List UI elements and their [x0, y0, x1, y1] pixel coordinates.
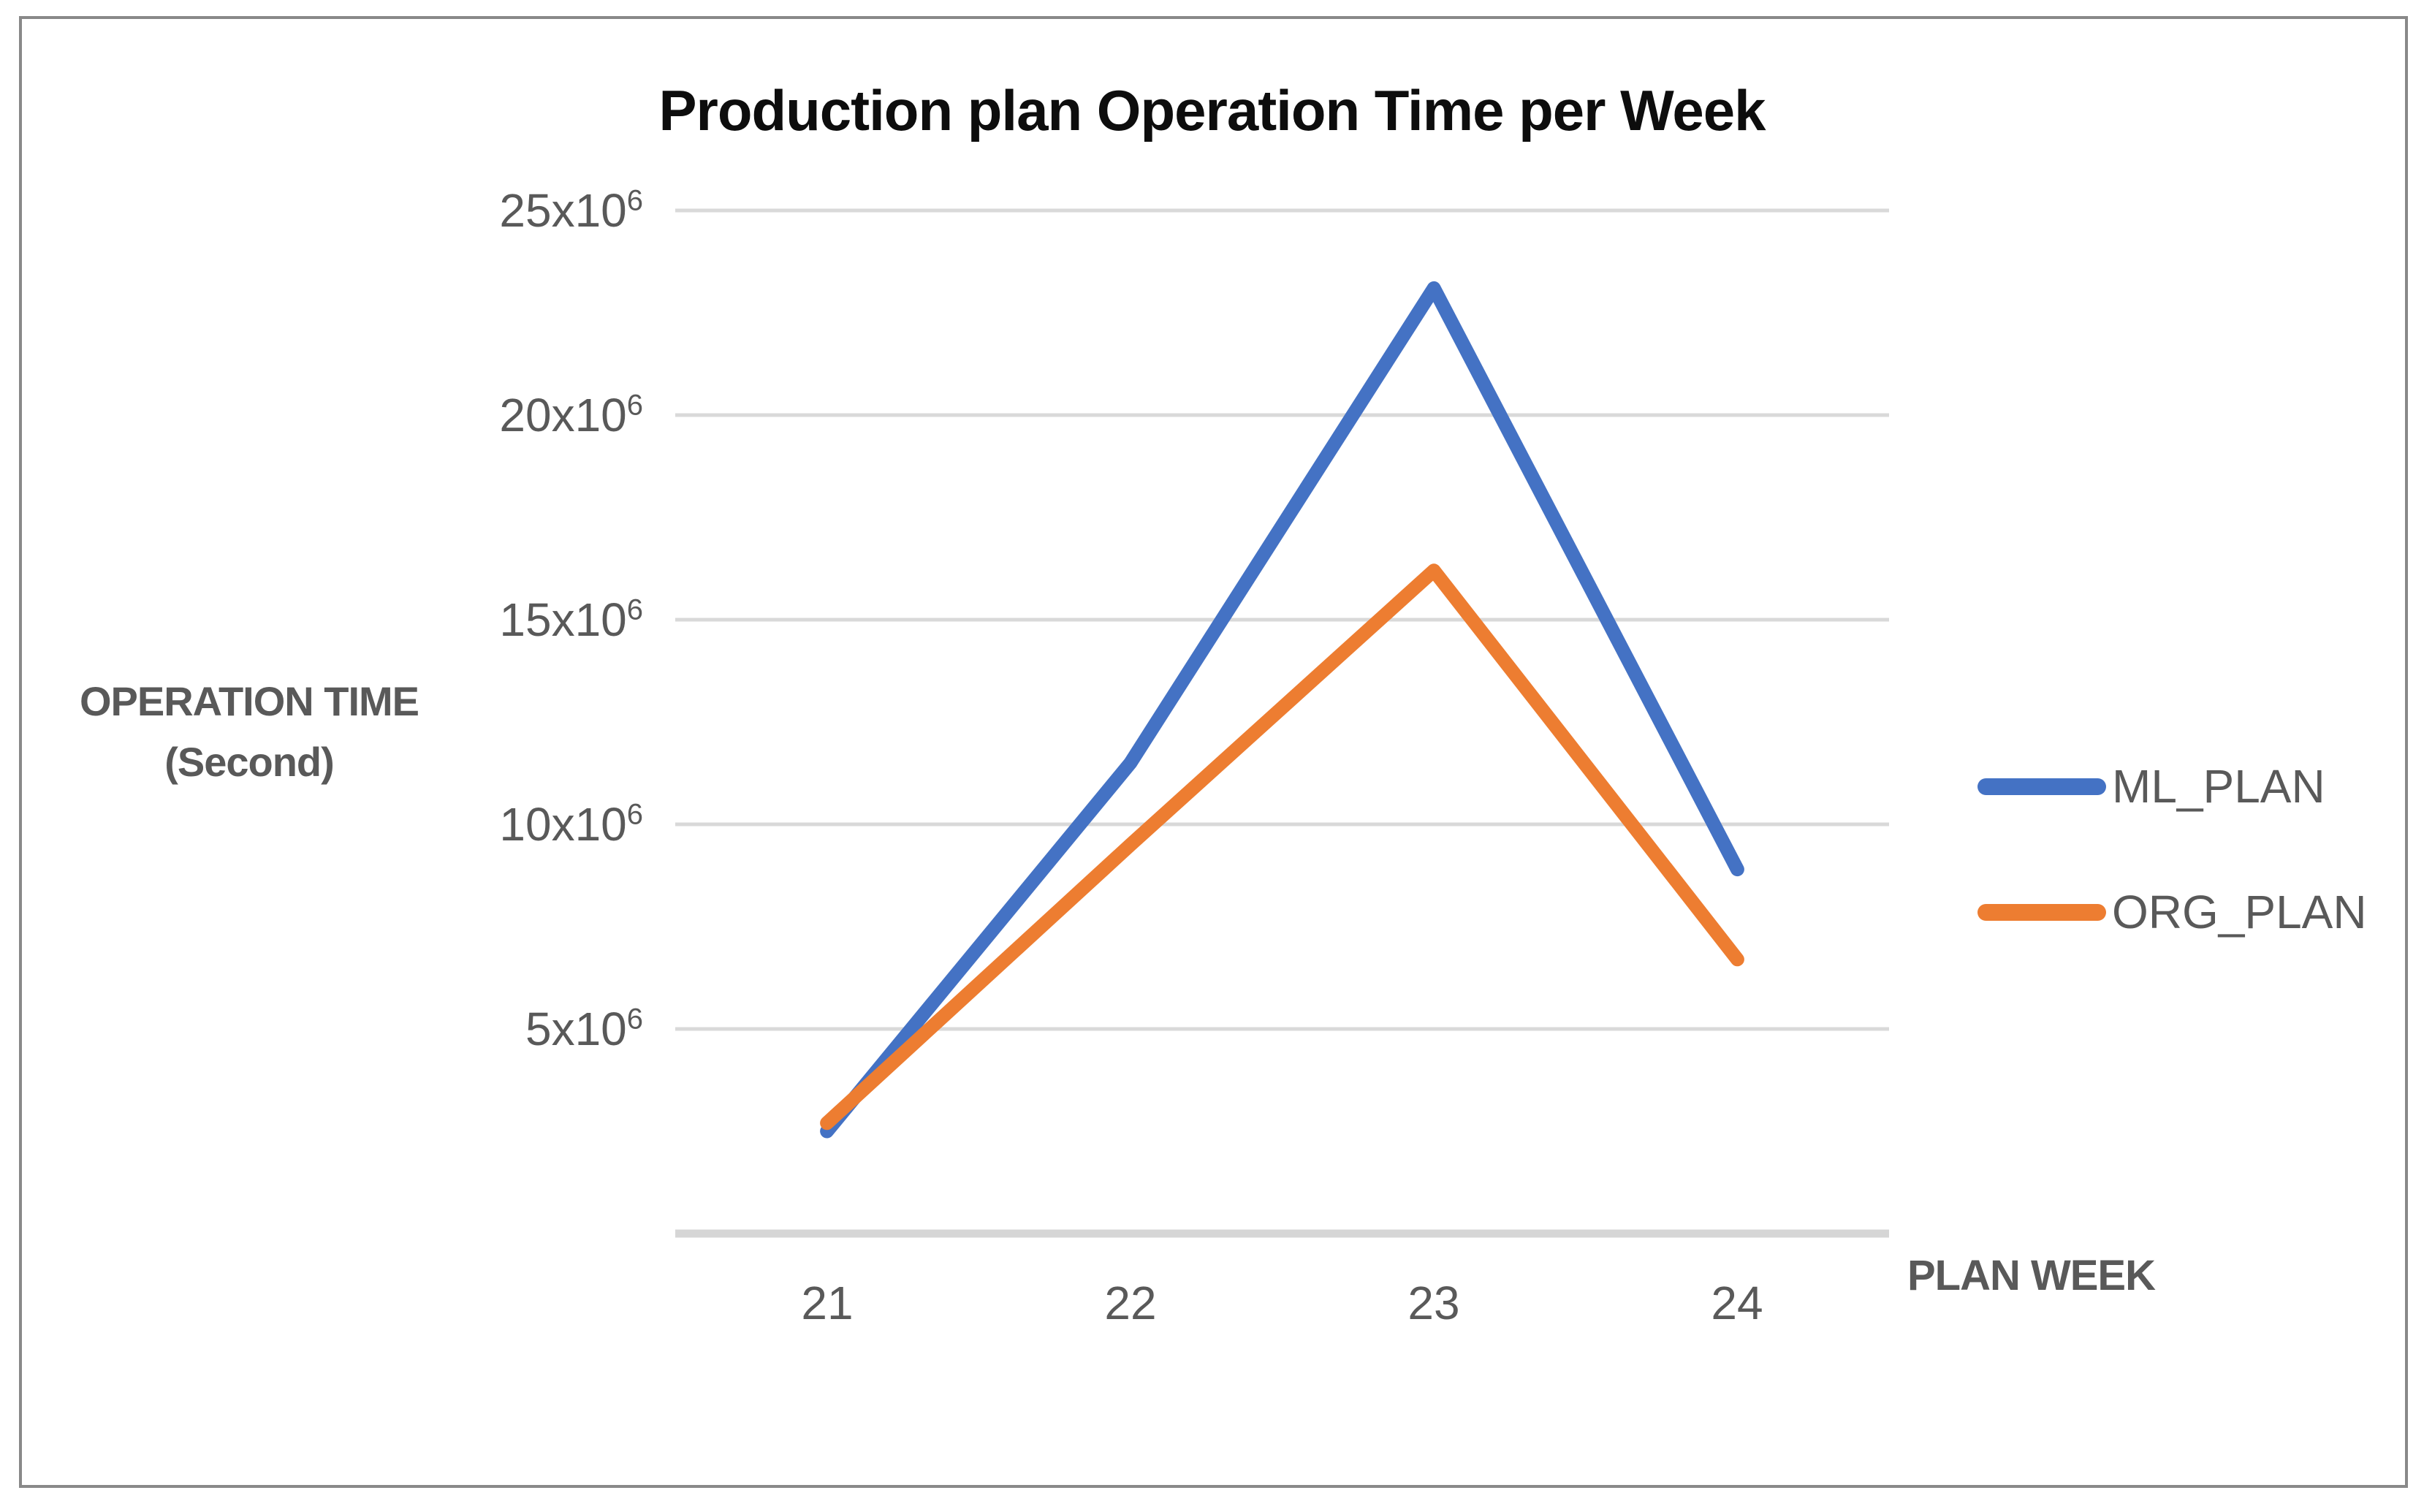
x-tick-label-23: 23: [1407, 1277, 1460, 1329]
legend-line-swatch-org-plan: [1977, 903, 2106, 921]
legend-label-ml-plan: ML_PLAN: [2112, 760, 2325, 813]
y-tick-base: 15x10: [499, 593, 627, 646]
y-axis-title-line2: (Second): [164, 739, 335, 785]
y-tick-base: 10x10: [499, 798, 627, 851]
chart-legend: ML_PLAN ORG_PLAN: [1977, 760, 2367, 1011]
legend-line-swatch-ml-plan: [1977, 778, 2106, 795]
y-axis-title-line1: OPERATION TIME: [79, 678, 419, 724]
chart-outer-border: [19, 16, 2408, 1488]
y-tick-exponent: 6: [626, 593, 643, 626]
legend-label-org-plan: ORG_PLAN: [2112, 886, 2367, 938]
y-tick-label-15m: 15x106: [395, 590, 643, 650]
x-tick-label-21: 21: [801, 1277, 854, 1329]
y-tick-exponent: 6: [626, 1003, 643, 1036]
y-axis-title: OPERATION TIME (Second): [67, 671, 432, 792]
y-tick-label-25m: 25x106: [395, 181, 643, 240]
y-tick-exponent: 6: [626, 389, 643, 422]
y-tick-label-20m: 20x106: [395, 385, 643, 445]
x-tick-label-22: 22: [1104, 1277, 1157, 1329]
y-tick-base: 5x10: [525, 1003, 627, 1055]
y-tick-label-10m: 10x106: [395, 794, 643, 854]
legend-item-ml-plan: ML_PLAN: [1977, 760, 2367, 813]
y-tick-base: 25x10: [499, 184, 627, 237]
y-tick-base: 20x10: [499, 389, 627, 441]
y-tick-exponent: 6: [626, 798, 643, 831]
y-tick-label-5m: 5x106: [395, 999, 643, 1059]
series-line-org-plan: [820, 563, 1744, 1131]
x-tick-label-24: 24: [1711, 1277, 1763, 1329]
y-tick-exponent: 6: [626, 184, 643, 217]
page-title: Production plan Operation Time per Week: [658, 78, 1766, 143]
legend-item-org-plan: ORG_PLAN: [1977, 886, 2367, 938]
series-line-ml-plan: [820, 281, 1744, 1139]
x-axis-title: PLAN WEEK: [1907, 1252, 2156, 1299]
